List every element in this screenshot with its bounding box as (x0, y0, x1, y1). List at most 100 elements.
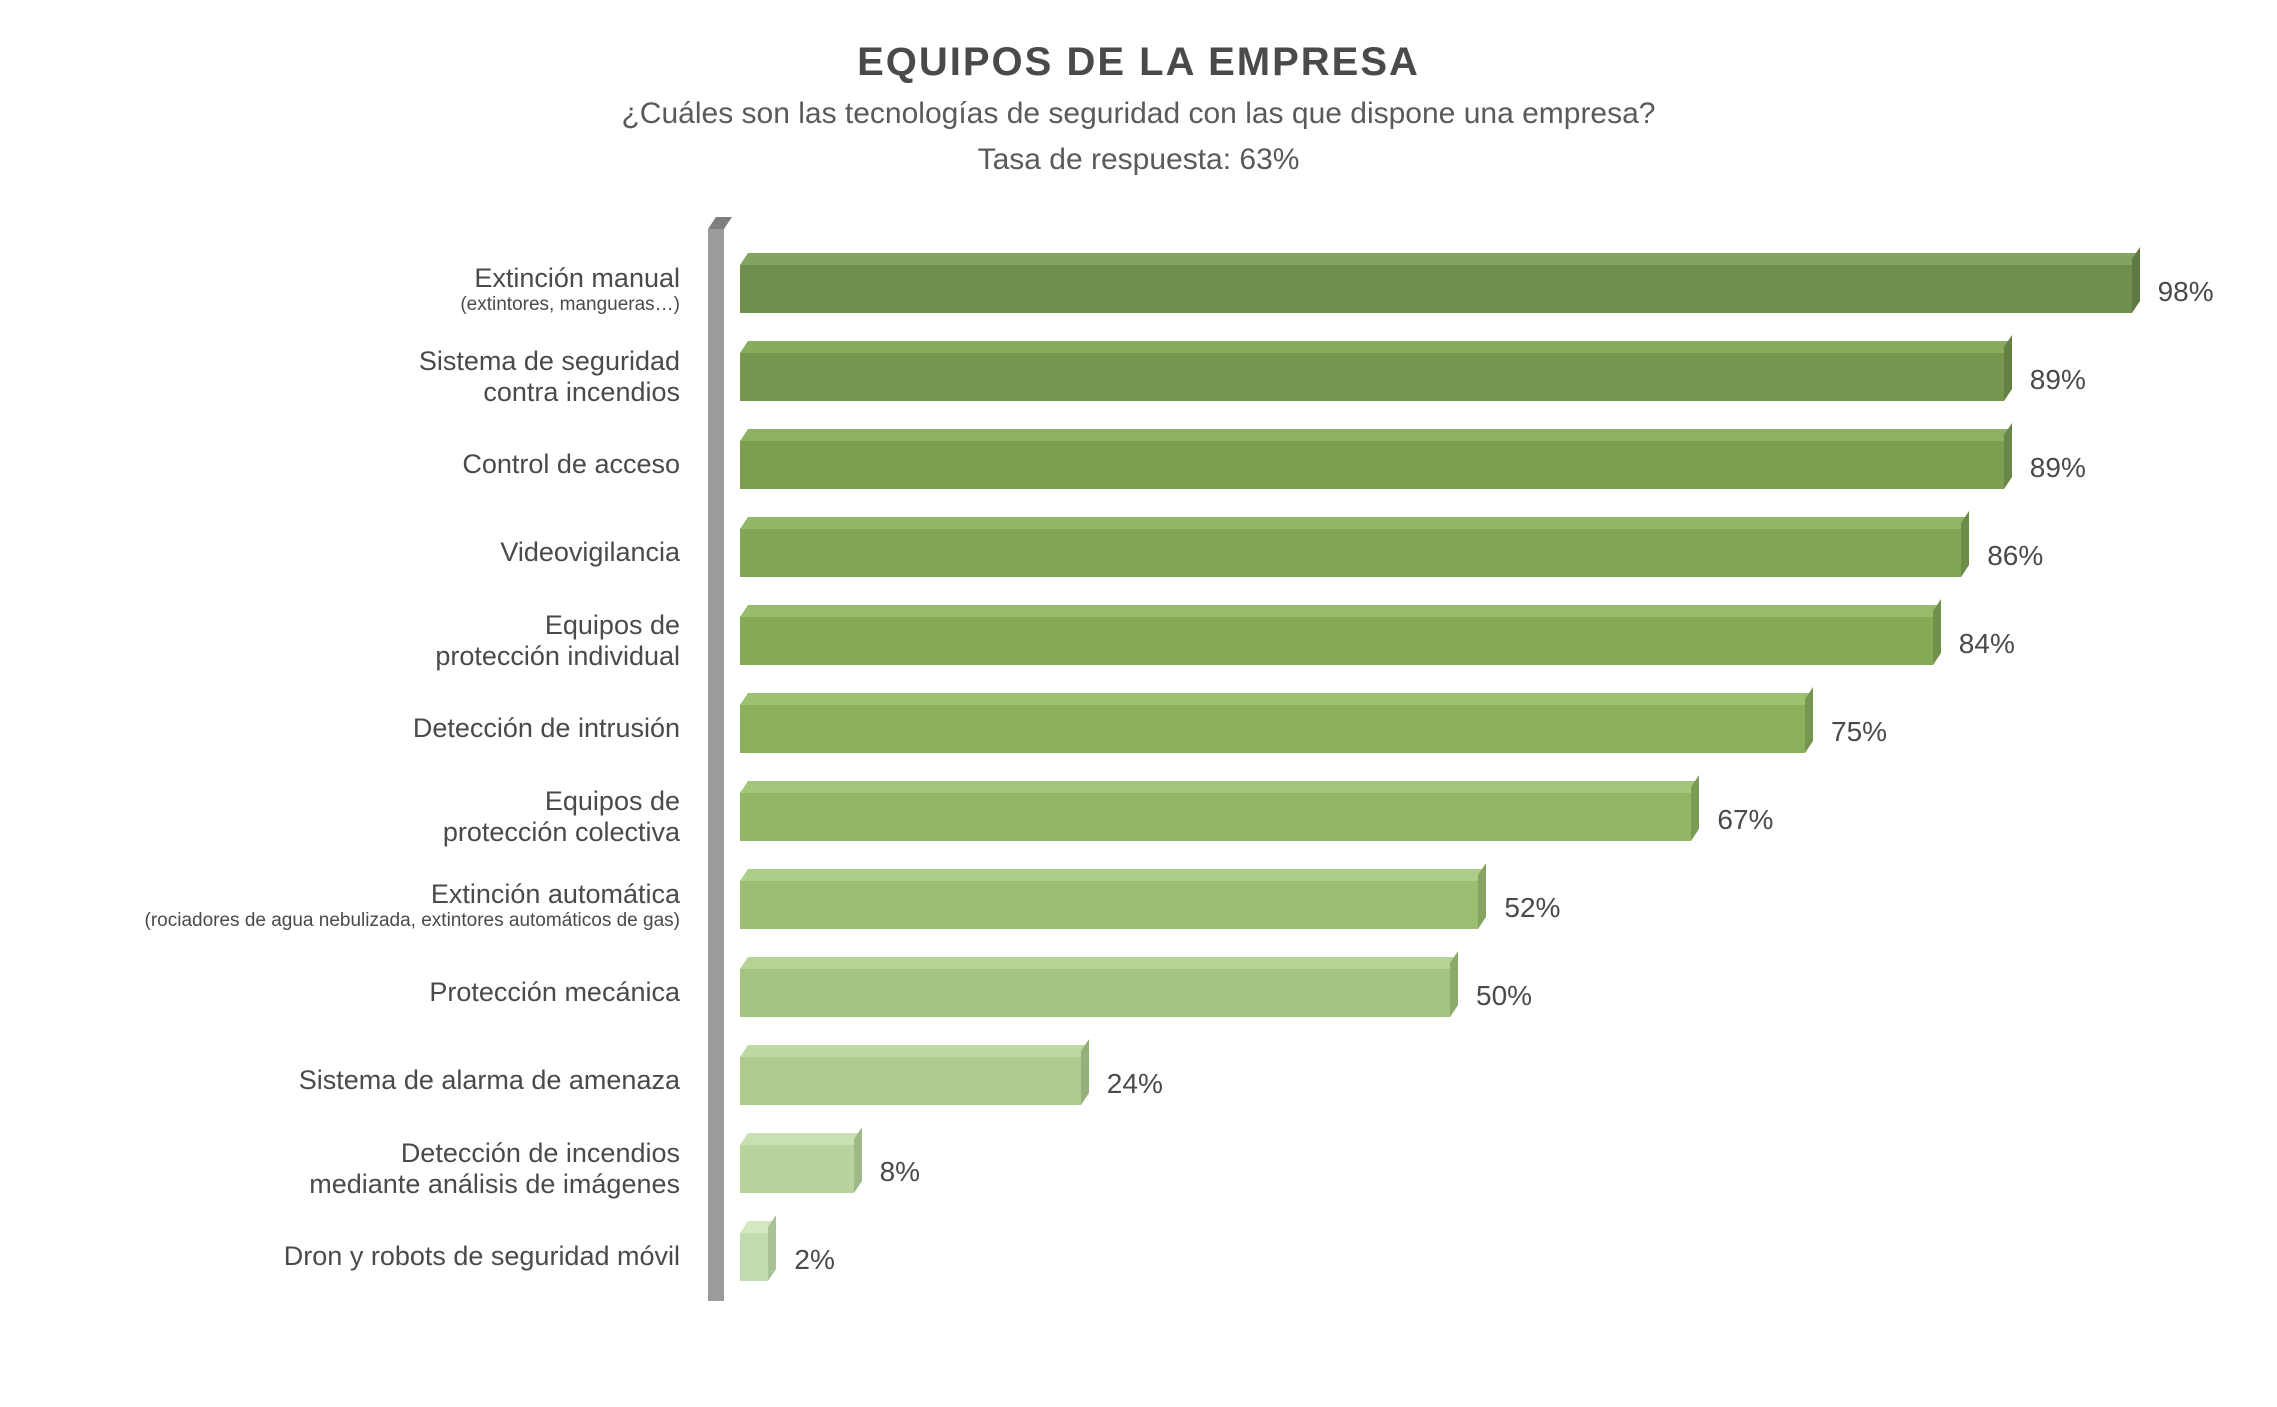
bar-label: Protección mecánica (60, 949, 680, 1037)
bar-top-face (740, 253, 2140, 265)
bar (740, 341, 2004, 401)
bar-side-face (2004, 335, 2012, 401)
bar-front-face (740, 793, 1691, 841)
bar-side-face (2004, 423, 2012, 489)
bar-value: 98% (2158, 276, 2214, 308)
bar-value: 24% (1107, 1068, 1163, 1100)
bar-side-face (1478, 863, 1486, 929)
bar (740, 253, 2132, 313)
bar-front-face (740, 617, 1933, 665)
bar-label-main: Extinción automática (431, 879, 680, 910)
bar-top-face (740, 605, 1941, 617)
bar-value: 89% (2030, 364, 2086, 396)
bar-row: 75% (740, 685, 2217, 773)
chart-area: Extinción manual(extintores, mangueras…)… (60, 217, 2217, 1317)
chart-response-rate: Tasa de respuesta: 63% (60, 143, 2217, 177)
bar-top-face (740, 429, 2012, 441)
bar-label: Control de acceso (60, 421, 680, 509)
bar-top-face (740, 869, 1486, 881)
bar-side-face (854, 1127, 862, 1193)
bar-label-main: Protección mecánica (429, 977, 680, 1008)
bar-label-main: Extinción manual (474, 263, 680, 294)
bar-row: 50% (740, 949, 2217, 1037)
bar-side-face (1450, 951, 1458, 1017)
chart-title: EQUIPOS DE LA EMPRESA (60, 40, 2217, 85)
chart-subtitle: ¿Cuáles son las tecnologías de seguridad… (60, 97, 2217, 131)
bar (740, 1221, 768, 1281)
bar-front-face (740, 1233, 768, 1281)
bar-row: 84% (740, 597, 2217, 685)
bar-row: 67% (740, 773, 2217, 861)
bar-front-face (740, 441, 2004, 489)
bar-side-face (1691, 775, 1699, 841)
bar-label: Videovigilancia (60, 509, 680, 597)
bar-front-face (740, 1057, 1081, 1105)
bar-label-main: Detección de intrusión (413, 713, 680, 744)
bar (740, 781, 1691, 841)
bar (740, 1045, 1081, 1105)
bar (740, 957, 1450, 1017)
bar-row: 89% (740, 333, 2217, 421)
bar-label: Detección de intrusión (60, 685, 680, 773)
bar-value: 52% (1504, 892, 1560, 924)
bar (740, 869, 1478, 929)
axis-spine-top (708, 217, 732, 229)
bars-column: 98% 89% 89% 86% 84% 75% 67% 52% 50% 24% 8% 2% (700, 217, 2217, 1317)
bar-label-main: Control de acceso (462, 449, 680, 480)
bar-label-main: Equipos deprotección colectiva (443, 786, 680, 848)
bar-label: Dron y robots de seguridad móvil (60, 1213, 680, 1301)
bar-row: 24% (740, 1037, 2217, 1125)
chart-page: EQUIPOS DE LA EMPRESA ¿Cuáles son las te… (0, 0, 2277, 1407)
bar-label: Sistema de alarma de amenaza (60, 1037, 680, 1125)
bar-top-face (740, 1133, 862, 1145)
bar-label-main: Detección de incendiosmediante análisis … (309, 1138, 680, 1200)
bar-side-face (768, 1215, 776, 1281)
bar-value: 67% (1717, 804, 1773, 836)
bar-top-face (740, 957, 1458, 969)
bar-row: 8% (740, 1125, 2217, 1213)
bar-label-sub: (rociadores de agua nebulizada, extintor… (145, 910, 681, 932)
bar (740, 605, 1933, 665)
bar-front-face (740, 881, 1478, 929)
bar-value: 89% (2030, 452, 2086, 484)
bar (740, 429, 2004, 489)
bar-front-face (740, 1145, 854, 1193)
bar-front-face (740, 265, 2132, 313)
bar-side-face (2132, 247, 2140, 313)
bar-label-main: Sistema de alarma de amenaza (299, 1065, 680, 1096)
bar-value: 8% (880, 1156, 920, 1188)
bar-side-face (1933, 599, 1941, 665)
bar-top-face (740, 517, 1969, 529)
bar-front-face (740, 353, 2004, 401)
bar-label-main: Equipos deprotección individual (435, 610, 680, 672)
titles-block: EQUIPOS DE LA EMPRESA ¿Cuáles son las te… (60, 40, 2217, 177)
bar-value: 50% (1476, 980, 1532, 1012)
bar-top-face (740, 781, 1699, 793)
bar (740, 693, 1805, 753)
bar-label-main: Dron y robots de seguridad móvil (284, 1241, 680, 1272)
bar-side-face (1805, 687, 1813, 753)
bar-label: Extinción automática(rociadores de agua … (60, 861, 680, 949)
bar-row: 2% (740, 1213, 2217, 1301)
bar-front-face (740, 705, 1805, 753)
bar-value: 86% (1987, 540, 2043, 572)
bar-top-face (740, 341, 2012, 353)
bar-front-face (740, 969, 1450, 1017)
bar-label-main: Sistema de seguridadcontra incendios (419, 346, 680, 408)
bar-label: Equipos deprotección colectiva (60, 773, 680, 861)
bar-side-face (1961, 511, 1969, 577)
bar-top-face (740, 1045, 1089, 1057)
bar-row: 98% (740, 245, 2217, 333)
bar-label: Extinción manual(extintores, mangueras…) (60, 245, 680, 333)
bar-label-main: Videovigilancia (500, 537, 680, 568)
bar-row: 52% (740, 861, 2217, 949)
bar-label: Equipos deprotección individual (60, 597, 680, 685)
bar-row: 89% (740, 421, 2217, 509)
bar-row: 86% (740, 509, 2217, 597)
bar-label: Detección de incendiosmediante análisis … (60, 1125, 680, 1213)
bar-value: 75% (1831, 716, 1887, 748)
bar (740, 517, 1961, 577)
labels-column: Extinción manual(extintores, mangueras…)… (60, 217, 700, 1317)
bar-label-sub: (extintores, mangueras…) (460, 294, 680, 316)
bar-value: 84% (1959, 628, 2015, 660)
